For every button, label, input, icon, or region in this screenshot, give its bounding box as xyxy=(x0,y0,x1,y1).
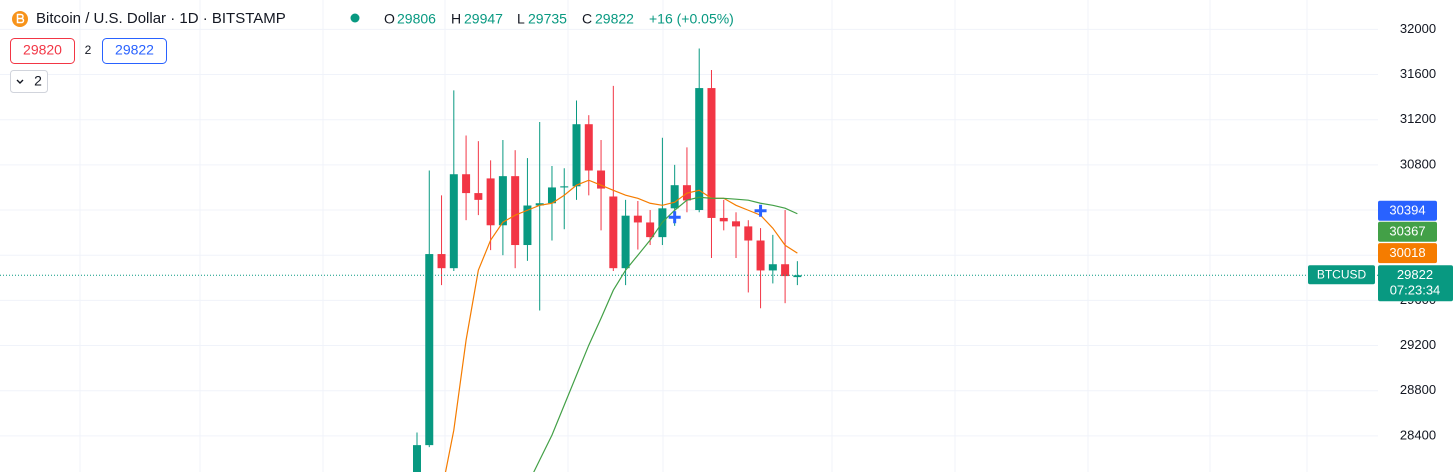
change-value: +16 (+0.05%) xyxy=(649,11,734,27)
y-tick-label: 29200 xyxy=(1400,337,1436,352)
candle-body xyxy=(474,193,483,200)
y-tick-label: 31600 xyxy=(1400,66,1436,81)
candle-body xyxy=(486,178,495,226)
sell-price[interactable]: 29820 xyxy=(23,42,62,58)
open-value: 29806 xyxy=(397,11,436,27)
symbol-tag-label: BTCUSD xyxy=(1317,267,1367,281)
y-tick-label: 28800 xyxy=(1400,382,1436,397)
indicators-count: 2 xyxy=(34,73,42,89)
price-tag-box xyxy=(1378,221,1437,242)
candle-body xyxy=(707,88,716,218)
open-key: O xyxy=(384,11,395,27)
price-tag-label: 30367 xyxy=(1389,224,1425,239)
high-key: H xyxy=(451,11,461,27)
candle-body xyxy=(633,215,642,223)
candle-body xyxy=(781,264,790,277)
spread: 2 xyxy=(85,43,92,57)
candle-body xyxy=(425,254,434,446)
candle-body xyxy=(449,174,458,269)
close-key: C xyxy=(582,11,592,27)
candle-body xyxy=(719,217,728,222)
candle-body xyxy=(498,176,507,226)
candle-body xyxy=(584,124,593,171)
candle-body xyxy=(756,240,765,271)
candle-body xyxy=(535,203,544,206)
price-tag-label: 30394 xyxy=(1389,203,1425,218)
price-tag-box xyxy=(1378,243,1437,264)
candle-body xyxy=(621,215,630,269)
high-value: 29947 xyxy=(464,11,503,27)
candle-body xyxy=(609,196,618,269)
candle-body xyxy=(523,205,532,246)
close-value: 29822 xyxy=(595,11,634,27)
candle-body xyxy=(793,275,802,278)
vertical-grid xyxy=(79,0,1308,472)
price-tag-label: 30018 xyxy=(1389,245,1425,260)
y-tick-label: 31200 xyxy=(1400,111,1436,126)
bitcoin-glyph xyxy=(16,13,25,24)
ma-line xyxy=(533,196,798,472)
candle-body xyxy=(670,185,679,209)
candle-body xyxy=(547,187,556,204)
last-price-box xyxy=(1378,265,1453,302)
low-value: 29735 xyxy=(528,11,567,27)
price-tag-box xyxy=(1378,200,1437,221)
candle-body xyxy=(695,88,704,211)
candle-body xyxy=(744,226,753,241)
y-tick-label: 30800 xyxy=(1400,156,1436,171)
cross-marker xyxy=(754,204,767,217)
candle-body xyxy=(462,174,471,194)
countdown-label: 07:23:34 xyxy=(1390,283,1441,298)
candle-body xyxy=(437,254,446,269)
chevron-icon xyxy=(16,79,24,84)
sell-button[interactable] xyxy=(10,38,75,64)
indicators-toggle[interactable] xyxy=(10,70,48,93)
header: Bitcoin / U.S. Dollar · 1D · BITSTAMP O … xyxy=(10,10,734,93)
y-tick-label: 32000 xyxy=(1400,21,1436,36)
candle-body xyxy=(511,176,520,246)
grid xyxy=(0,28,1378,437)
candle-body xyxy=(646,222,655,238)
candle-body xyxy=(413,445,421,472)
buy-button[interactable] xyxy=(102,38,167,64)
candle-body xyxy=(597,170,606,189)
candle-body xyxy=(732,221,741,227)
plot-area xyxy=(0,48,1378,472)
candle-body xyxy=(560,186,569,188)
cross-marker xyxy=(668,211,681,224)
market-status-dot[interactable] xyxy=(350,13,360,23)
candle-body xyxy=(768,264,777,271)
low-key: L xyxy=(517,11,525,27)
symbol-tag-box xyxy=(1308,265,1375,285)
y-tick-label: 28400 xyxy=(1400,427,1436,442)
buy-price[interactable]: 29822 xyxy=(115,42,154,58)
last-price-label: 29822 xyxy=(1397,267,1433,282)
symbol-title: Bitcoin / U.S. Dollar · 1D · BITSTAMP xyxy=(36,10,286,27)
ma-line xyxy=(444,179,798,472)
candle-body xyxy=(572,124,581,187)
